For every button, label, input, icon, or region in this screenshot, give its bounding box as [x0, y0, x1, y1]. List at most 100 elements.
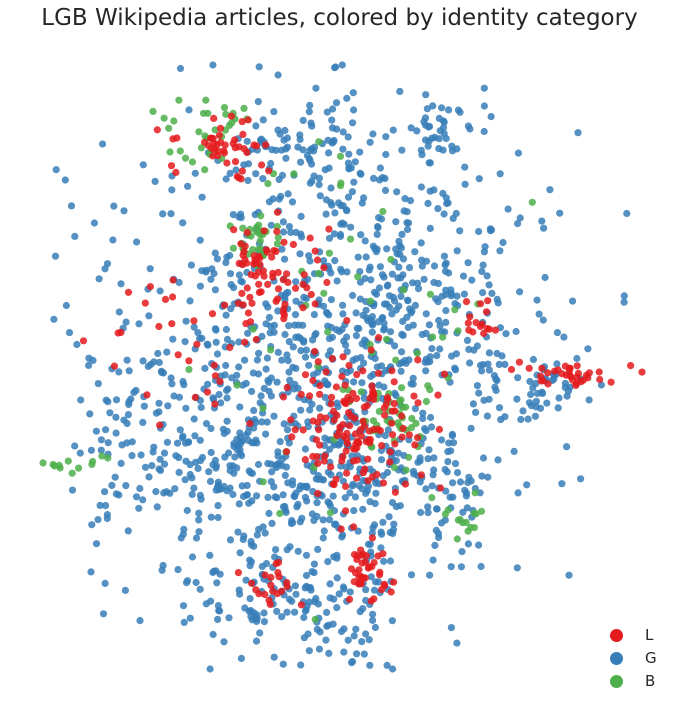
data-point-b [326, 509, 335, 517]
data-point-g [366, 498, 374, 506]
data-point-g [477, 562, 485, 571]
data-point-l [579, 376, 587, 384]
data-point-g [565, 571, 573, 579]
data-point-l [283, 579, 291, 587]
data-point-l [283, 448, 291, 456]
data-point-g [405, 264, 414, 272]
data-point-g [268, 519, 276, 528]
data-point-b [170, 117, 178, 125]
data-point-l [268, 253, 276, 261]
data-point-g [85, 361, 93, 369]
data-point-g [485, 281, 493, 289]
data-point-b [49, 460, 57, 469]
data-point-g [425, 159, 433, 167]
data-point-g [479, 454, 488, 462]
data-point-g [139, 496, 147, 504]
data-point-g [212, 567, 220, 575]
data-point-b [176, 147, 184, 155]
data-point-l [124, 288, 133, 296]
data-point-b [233, 381, 241, 389]
data-point-g [252, 122, 260, 130]
data-point-l [313, 256, 322, 264]
data-point-g [403, 219, 411, 227]
data-point-g [344, 636, 352, 644]
data-point-l [203, 388, 212, 396]
data-point-l [388, 367, 396, 375]
data-point-g [288, 517, 296, 525]
data-point-g [297, 158, 305, 166]
data-point-g [462, 492, 470, 500]
data-point-g [536, 404, 545, 412]
data-point-g [475, 175, 483, 183]
data-point-l [381, 411, 389, 419]
data-point-g [260, 384, 268, 392]
data-point-g [338, 533, 346, 541]
data-point-g [331, 257, 339, 265]
data-point-g [464, 259, 472, 267]
data-point-g [135, 320, 143, 328]
data-point-g [276, 438, 284, 446]
data-point-g [381, 186, 390, 194]
data-point-g [297, 347, 305, 355]
data-point-g [428, 482, 436, 490]
data-point-g [389, 126, 397, 134]
data-point-g [620, 298, 628, 306]
data-point-b [402, 466, 410, 474]
data-point-g [87, 568, 95, 576]
data-point-b [211, 126, 219, 134]
data-point-l [341, 381, 349, 389]
data-point-g [73, 340, 81, 349]
data-point-g [495, 404, 504, 412]
data-point-l [381, 582, 389, 590]
data-point-g [150, 358, 158, 366]
data-point-l [167, 162, 176, 170]
data-point-g [253, 531, 261, 539]
data-point-g [492, 386, 500, 395]
data-point-g [352, 332, 360, 340]
data-point-g [460, 290, 468, 298]
data-point-g [397, 292, 405, 301]
data-point-g [425, 446, 433, 454]
data-point-l [338, 372, 346, 381]
data-point-g [478, 367, 486, 375]
data-point-l [243, 229, 251, 237]
data-point-l [390, 578, 398, 586]
data-point-g [168, 186, 176, 194]
data-point-g [177, 534, 185, 542]
data-point-g [514, 489, 522, 497]
data-point-g [109, 236, 117, 244]
data-point-g [473, 382, 481, 390]
data-point-g [274, 307, 282, 315]
data-point-g [340, 648, 348, 656]
data-point-g [555, 394, 563, 402]
data-point-g [209, 630, 217, 639]
data-point-g [92, 540, 101, 548]
data-point-g [195, 509, 203, 517]
data-point-l [172, 168, 180, 176]
data-point-b [311, 615, 319, 624]
data-point-g [291, 311, 300, 319]
data-point-g [448, 142, 456, 150]
data-point-g [346, 463, 354, 471]
data-point-g [213, 350, 222, 358]
data-point-g [362, 596, 370, 605]
data-point-g [431, 541, 439, 550]
data-point-l [417, 471, 425, 479]
data-point-g [88, 521, 96, 529]
data-point-g [71, 442, 79, 450]
data-point-g [305, 647, 313, 655]
data-point-g [325, 149, 333, 157]
data-point-l [346, 422, 354, 430]
data-point-l [572, 381, 580, 389]
data-point-l [279, 393, 288, 401]
data-point-b [387, 255, 395, 264]
data-point-g [235, 363, 243, 371]
data-point-g [473, 342, 481, 350]
data-point-g [296, 250, 304, 258]
data-point-g [163, 438, 171, 446]
data-point-g [538, 388, 546, 396]
data-point-g [364, 482, 372, 490]
data-point-l [260, 227, 268, 235]
data-point-g [373, 230, 381, 238]
data-point-l [303, 284, 311, 292]
